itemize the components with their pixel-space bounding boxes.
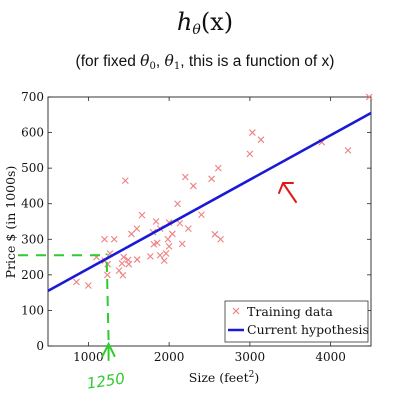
training-point [365, 93, 373, 101]
green-up-arrow [101, 341, 116, 361]
training-point [257, 136, 265, 144]
training-point [156, 251, 164, 259]
y-axis-label: Price $ (in 1000s) [3, 166, 18, 279]
training-point [115, 267, 123, 274]
subtitle-suffix: , this is a function of x) [180, 53, 335, 70]
theta0-symbol: θ0 [140, 52, 156, 72]
legend-marker-training [232, 307, 240, 315]
training-point [138, 211, 146, 219]
training-point [181, 173, 189, 181]
legend-label-training: Training data [247, 304, 333, 319]
theta1-letter: θ [164, 52, 174, 70]
training-point [208, 175, 215, 183]
hypothesis-line [47, 111, 372, 293]
green-dashed-vertical [105, 253, 110, 341]
training-point [162, 250, 170, 257]
theta1-symbol: θ1 [164, 52, 181, 72]
y-tick-label: 400 [21, 197, 44, 211]
training-point [152, 218, 160, 225]
formula-base: h [176, 8, 193, 36]
training-point [110, 235, 118, 243]
legend-label-hypothesis: Current hypothesis [247, 322, 369, 337]
formula-subscript: θ [192, 22, 201, 38]
y-tick-label: 300 [21, 232, 44, 246]
training-point [119, 271, 127, 279]
training-point [344, 146, 352, 154]
training-point [246, 150, 254, 158]
training-point [174, 200, 181, 208]
training-point [168, 230, 176, 238]
hypothesis-formula: hθ(x) [0, 8, 410, 38]
training-point [133, 256, 141, 263]
legend: Training data Current hypothesis [224, 300, 369, 343]
theta1-subscript: 1 [173, 61, 181, 72]
plot-frame [47, 96, 372, 347]
training-point [104, 271, 111, 279]
training-point [133, 225, 141, 233]
x-tick-label: 4000 [315, 350, 346, 364]
y-tick-label: 0 [36, 339, 44, 353]
training-point [120, 253, 128, 261]
training-point [118, 260, 126, 267]
red-arrow-annotation [278, 182, 297, 203]
training-point [160, 257, 168, 265]
training-point [211, 230, 219, 238]
theta0-subscript: 0 [149, 61, 156, 72]
training-point [176, 219, 184, 227]
training-point [248, 129, 256, 136]
x-axis-label-close: ) [254, 370, 259, 385]
formula-subtitle: (for fixed θ0, θ1, this is a function of… [0, 52, 410, 72]
training-point [84, 282, 92, 289]
formula-argument: (x) [200, 8, 234, 36]
plot-layer: 0 100 200 300 400 500 600 700 1000 2000 3000 4000 12… [18, 90, 373, 393]
training-point [189, 182, 197, 190]
subtitle-separator: , [155, 53, 165, 70]
y-tick-label: 700 [21, 90, 44, 104]
training-point [128, 230, 135, 238]
x-tick-label: 1000 [73, 350, 104, 364]
training-point [217, 235, 224, 243]
y-tick-label: 600 [21, 126, 44, 140]
training-point [198, 211, 205, 219]
x-axis-label-main: Size (feet [189, 370, 249, 385]
training-point [184, 225, 192, 233]
legend-box [224, 300, 369, 343]
training-point [178, 240, 186, 248]
training-point [121, 177, 129, 184]
x-tick-label: 2000 [154, 350, 185, 364]
x-axis-label-sup: 2 [249, 370, 255, 380]
x-axis-label: Size (feet2) [189, 370, 259, 385]
training-point [125, 260, 133, 268]
training-point [101, 235, 108, 243]
training-point [153, 239, 161, 247]
training-point [73, 278, 80, 286]
training-point [165, 243, 173, 250]
y-tick-label: 200 [21, 268, 44, 282]
y-tick-label: 100 [21, 303, 44, 317]
subtitle-prefix: (for fixed [75, 53, 141, 70]
theta0-letter: θ [140, 52, 150, 70]
training-point [146, 252, 154, 260]
training-point [164, 235, 172, 243]
handwritten-x-label: 1250 [86, 369, 126, 392]
y-tick-label: 500 [21, 161, 44, 175]
training-point [214, 164, 222, 172]
x-tick-label: 3000 [235, 350, 266, 364]
